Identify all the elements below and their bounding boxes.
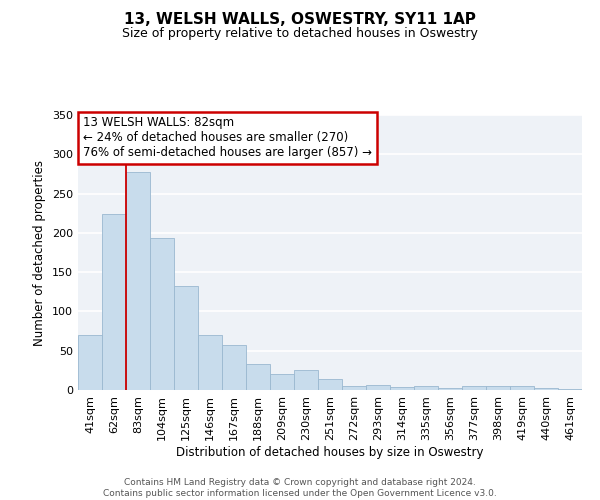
Bar — [126, 172, 150, 390]
Bar — [78, 335, 102, 390]
Text: Size of property relative to detached houses in Oswestry: Size of property relative to detached ho… — [122, 28, 478, 40]
Bar — [150, 238, 174, 390]
Bar — [174, 286, 198, 390]
Bar — [534, 388, 558, 390]
Bar — [462, 386, 486, 390]
Bar — [294, 370, 318, 390]
Bar — [318, 379, 342, 390]
Y-axis label: Number of detached properties: Number of detached properties — [34, 160, 46, 346]
Text: Contains HM Land Registry data © Crown copyright and database right 2024.
Contai: Contains HM Land Registry data © Crown c… — [103, 478, 497, 498]
Bar — [246, 364, 270, 390]
Bar — [558, 389, 582, 390]
Bar — [486, 386, 510, 390]
Bar — [390, 387, 414, 390]
Bar — [198, 335, 222, 390]
Bar — [510, 386, 534, 390]
Bar — [270, 374, 294, 390]
Text: 13 WELSH WALLS: 82sqm
← 24% of detached houses are smaller (270)
76% of semi-det: 13 WELSH WALLS: 82sqm ← 24% of detached … — [83, 116, 372, 160]
Bar — [342, 386, 366, 390]
Bar — [222, 345, 246, 390]
Bar — [414, 386, 438, 390]
Text: 13, WELSH WALLS, OSWESTRY, SY11 1AP: 13, WELSH WALLS, OSWESTRY, SY11 1AP — [124, 12, 476, 28]
Bar — [438, 388, 462, 390]
Bar — [366, 384, 390, 390]
X-axis label: Distribution of detached houses by size in Oswestry: Distribution of detached houses by size … — [176, 446, 484, 458]
Bar — [102, 214, 126, 390]
